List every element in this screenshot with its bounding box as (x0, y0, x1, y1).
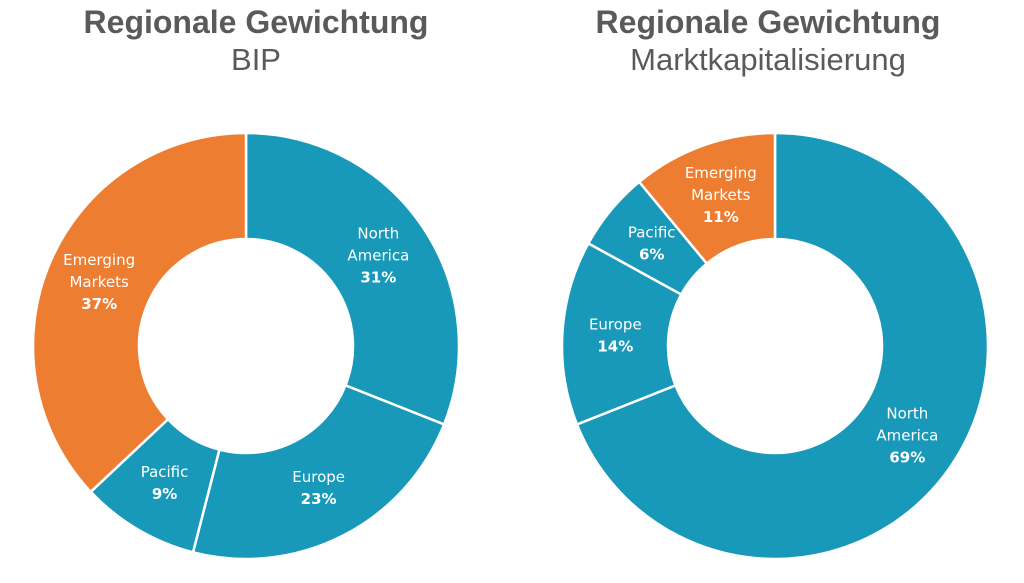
chart-subtitle: Marktkapitalisierung (630, 42, 906, 77)
data-label-emerging-markets: Emerging Markets 11% (685, 164, 757, 226)
donut-chart-bip: North America 31% Europe 23% Pacific 9% Emergin… (31, 131, 461, 561)
value-label: 9% (152, 485, 177, 503)
slice-north-america (244, 131, 461, 427)
slice-emerging-markets (637, 131, 777, 266)
category-label: Pacific (628, 224, 676, 242)
category-label: Pacific (141, 463, 189, 481)
data-label-pacific: Pacific 9% (141, 463, 189, 503)
category-label: Europe (589, 315, 642, 333)
data-label-pacific: Pacific 6% (628, 224, 676, 264)
slice-emerging-markets (31, 131, 248, 494)
chart-panel-marktkapitalisierung: Regionale Gewichtung Marktkapitalisierun… (512, 0, 1024, 583)
chart-panel-bip: Regionale Gewichtung BIP North America 31%… (31, 4, 461, 561)
category-label: Emerging (685, 164, 757, 182)
value-label: 14% (597, 337, 633, 355)
category-label: Emerging (63, 251, 135, 269)
data-label-europe: Europe 23% (292, 468, 345, 508)
data-label-europe: Europe 14% (589, 315, 642, 355)
value-label: 31% (360, 269, 396, 287)
slice-north-america (575, 131, 990, 561)
donut-chart-marktkapitalisierung: North America 69% Europe 14% Pacific 6% Emergin… (560, 131, 990, 561)
value-label: 23% (301, 490, 337, 508)
category-label: North (357, 225, 399, 243)
data-label-north-america: North America 69% (876, 404, 938, 466)
value-label: 69% (889, 448, 925, 466)
category-label: Markets (691, 186, 751, 204)
data-label-emerging-markets: Emerging Markets 37% (63, 251, 135, 313)
chart-subtitle: BIP (231, 42, 281, 77)
category-label: Markets (69, 273, 129, 291)
chart-title: Regionale Gewichtung (83, 4, 429, 40)
value-label: 37% (81, 295, 117, 313)
category-label: North (886, 404, 928, 422)
value-label: 11% (703, 208, 739, 226)
category-label: America (876, 426, 938, 444)
slice-europe (560, 241, 683, 427)
category-label: Europe (292, 468, 345, 486)
category-label: America (347, 247, 409, 265)
chart-title: Regionale Gewichtung (595, 4, 941, 40)
slice-europe (191, 383, 446, 561)
value-label: 6% (639, 246, 664, 264)
data-label-north-america: North America 31% (347, 225, 409, 287)
